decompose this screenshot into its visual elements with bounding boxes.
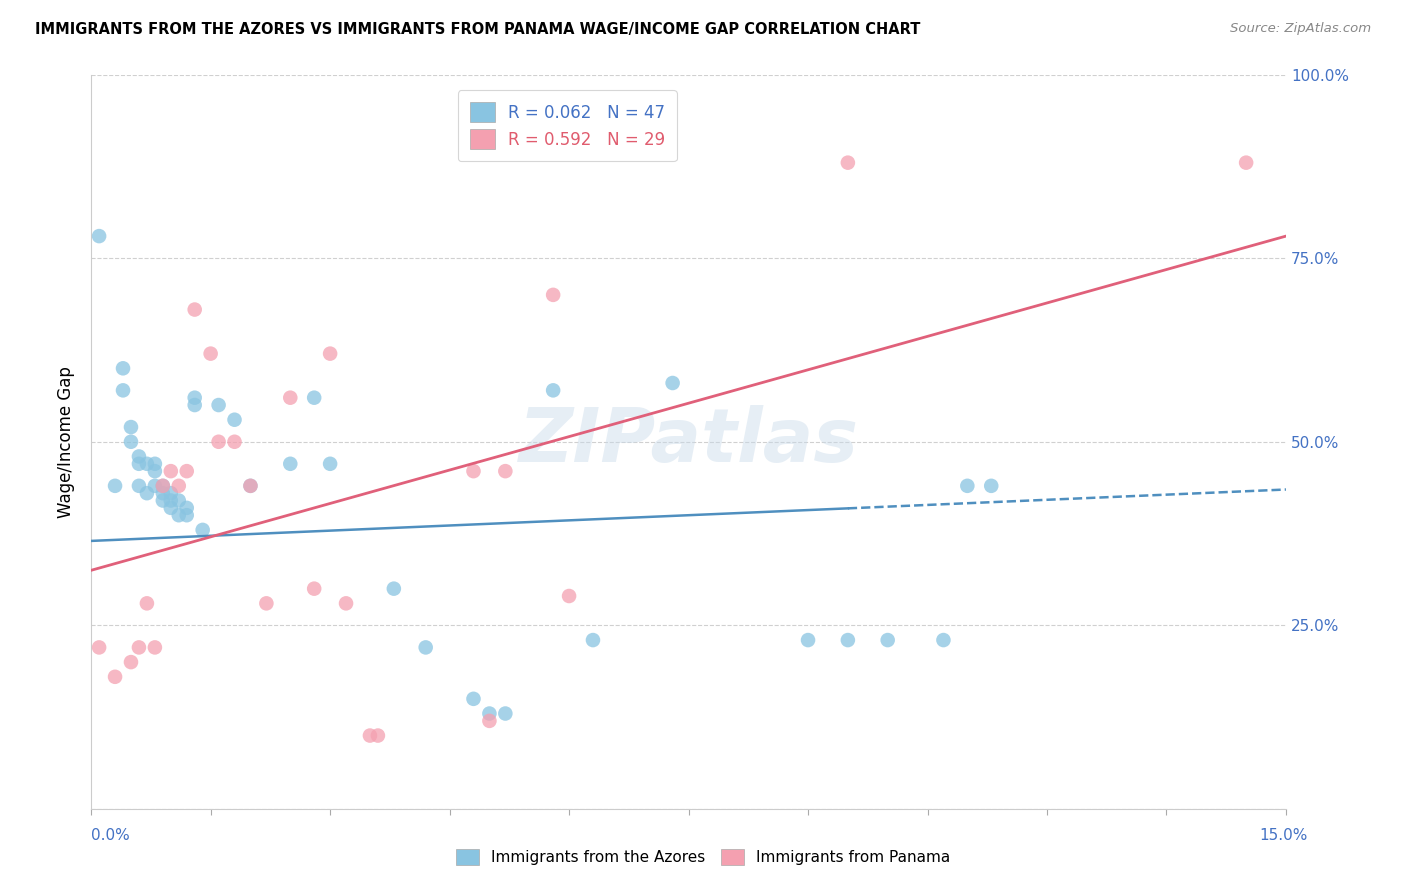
Point — [278, 457, 301, 471]
Point — [152, 479, 174, 493]
Point — [143, 464, 166, 478]
Point — [200, 346, 222, 360]
Point — [207, 434, 229, 449]
Point — [176, 500, 198, 515]
Y-axis label: Wage/Income Gap: Wage/Income Gap — [58, 366, 75, 517]
Point — [478, 706, 501, 721]
Point — [120, 420, 142, 434]
Point — [120, 655, 142, 669]
Point — [224, 413, 246, 427]
Point — [183, 391, 205, 405]
Point — [661, 376, 683, 390]
Point — [152, 486, 174, 500]
Point — [159, 486, 181, 500]
Point — [359, 729, 381, 743]
Point — [128, 450, 150, 464]
Point — [478, 714, 501, 728]
Point — [980, 479, 1002, 493]
Point — [183, 398, 205, 412]
Point — [135, 596, 157, 610]
Point — [302, 582, 325, 596]
Point — [128, 479, 150, 493]
Point — [128, 640, 150, 655]
Point — [382, 582, 405, 596]
Point — [167, 508, 190, 523]
Point — [541, 288, 564, 302]
Point — [135, 457, 157, 471]
Text: IMMIGRANTS FROM THE AZORES VS IMMIGRANTS FROM PANAMA WAGE/INCOME GAP CORRELATION: IMMIGRANTS FROM THE AZORES VS IMMIGRANTS… — [35, 22, 921, 37]
Text: 15.0%: 15.0% — [1260, 829, 1308, 843]
Point — [932, 633, 955, 648]
Point — [558, 589, 581, 603]
Point — [111, 361, 134, 376]
Point — [415, 640, 437, 655]
Point — [319, 346, 342, 360]
Text: ZIPatlas: ZIPatlas — [519, 405, 859, 478]
Point — [541, 384, 564, 398]
Point — [224, 434, 246, 449]
Text: 0.0%: 0.0% — [91, 829, 131, 843]
Point — [87, 229, 110, 244]
Point — [167, 479, 190, 493]
Point — [167, 493, 190, 508]
Point — [183, 302, 205, 317]
Point — [135, 486, 157, 500]
Legend: Immigrants from the Azores, Immigrants from Panama: Immigrants from the Azores, Immigrants f… — [450, 843, 956, 871]
Point — [463, 464, 485, 478]
Point — [143, 640, 166, 655]
Point — [207, 398, 229, 412]
Point — [176, 508, 198, 523]
Point — [239, 479, 262, 493]
Point — [582, 633, 605, 648]
Point — [956, 479, 979, 493]
Point — [837, 155, 859, 169]
Point — [143, 457, 166, 471]
Point — [1234, 155, 1257, 169]
Point — [176, 464, 198, 478]
Point — [367, 729, 389, 743]
Point — [463, 691, 485, 706]
Point — [278, 391, 301, 405]
Point — [87, 640, 110, 655]
Point — [494, 706, 516, 721]
Point — [254, 596, 277, 610]
Point — [837, 633, 859, 648]
Point — [876, 633, 898, 648]
Point — [494, 464, 516, 478]
Point — [152, 493, 174, 508]
Point — [120, 434, 142, 449]
Text: Source: ZipAtlas.com: Source: ZipAtlas.com — [1230, 22, 1371, 36]
Point — [104, 479, 127, 493]
Point — [319, 457, 342, 471]
Legend: R = 0.062   N = 47, R = 0.592   N = 29: R = 0.062 N = 47, R = 0.592 N = 29 — [458, 90, 676, 161]
Point — [152, 479, 174, 493]
Point — [143, 479, 166, 493]
Point — [302, 391, 325, 405]
Point — [104, 670, 127, 684]
Point — [128, 457, 150, 471]
Point — [239, 479, 262, 493]
Point — [191, 523, 214, 537]
Point — [159, 493, 181, 508]
Point — [335, 596, 357, 610]
Point — [159, 500, 181, 515]
Point — [111, 384, 134, 398]
Point — [159, 464, 181, 478]
Point — [797, 633, 820, 648]
